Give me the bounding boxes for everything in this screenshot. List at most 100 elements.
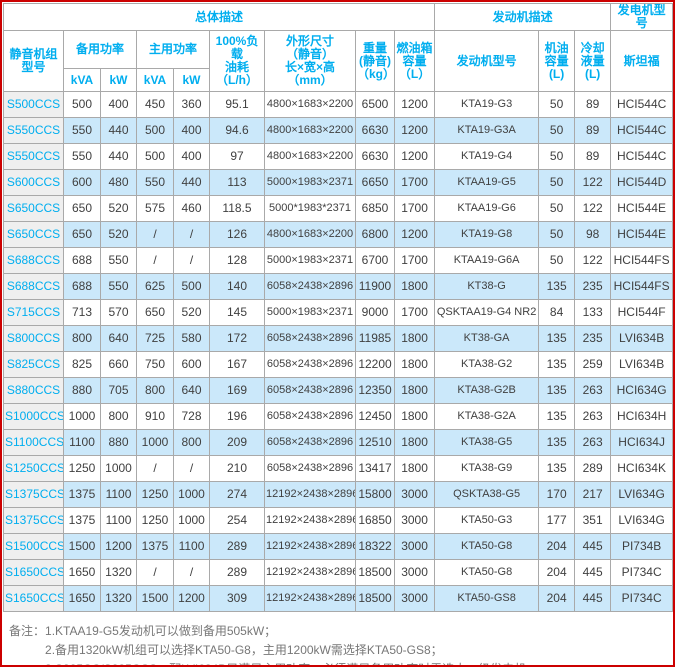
- model-link-cell[interactable]: S1375CCS: [3, 481, 64, 508]
- cell-standby_kw: 520: [100, 195, 137, 222]
- model-link-cell[interactable]: S880CCS: [3, 377, 64, 404]
- model-link-cell[interactable]: S1500CCS: [3, 533, 64, 560]
- cell-alternator: HCI544E: [610, 195, 673, 222]
- cell-weight: 6800: [355, 221, 395, 248]
- cell-standby_kw: 440: [100, 143, 137, 170]
- cell-prime_kw: 728: [173, 403, 210, 430]
- model-link-cell[interactable]: S800CCS: [3, 325, 64, 352]
- cell-standby_kva: 550: [63, 117, 101, 144]
- table-row: S550CCS 550 440 500 400 97 4800×1683×2200 6630 1…: [3, 143, 673, 170]
- cell-oil_capacity: 204: [538, 533, 576, 560]
- cell-prime_kw: 1100: [173, 533, 210, 560]
- model-link-cell[interactable]: S715CCS: [3, 299, 64, 326]
- cell-oil_capacity: 50: [538, 247, 576, 274]
- cell-weight: 18322: [355, 533, 395, 560]
- cell-oil_capacity: 50: [538, 117, 576, 144]
- cell-oil_capacity: 50: [538, 169, 576, 196]
- cell-fuel_consumption: 210: [209, 455, 265, 482]
- cell-fuel_consumption: 145: [209, 299, 265, 326]
- note-line: 3.S825CC/S825CCS，配LVI634B只满足主用功率，必须满足备用功…: [45, 660, 668, 665]
- cell-standby_kva: 650: [63, 221, 101, 248]
- cell-standby_kva: 600: [63, 169, 101, 196]
- model-link-cell[interactable]: S500CCS: [3, 91, 64, 118]
- cell-engine_model: KTA38-G2: [434, 351, 540, 378]
- cell-tank: 3000: [393, 481, 436, 508]
- cell-prime_kva: 450: [136, 91, 174, 118]
- cell-standby_kw: 800: [100, 403, 137, 430]
- cell-tank: 1800: [393, 325, 436, 352]
- model-link-cell[interactable]: S550CCS: [3, 117, 64, 144]
- cell-prime_kva: 575: [136, 195, 174, 222]
- cell-standby_kw: 550: [100, 273, 137, 300]
- cell-prime_kva: 1375: [136, 533, 174, 560]
- model-link-cell[interactable]: S1250CCS: [3, 455, 64, 482]
- cell-dimensions: 12192×2438×2896: [264, 533, 356, 560]
- cell-prime_kw: 1200: [173, 585, 210, 612]
- col-header-alternator-brand: 斯坦福: [610, 30, 673, 92]
- cell-engine_model: KTA50-G8: [434, 533, 540, 560]
- cell-tank: 1200: [393, 221, 436, 248]
- cell-engine_model: KTA19-G4: [434, 143, 540, 170]
- col-header-dimensions: 外形尺寸 （静音） 长×宽×高（mm）: [264, 30, 356, 92]
- model-link-cell[interactable]: S688CCS: [3, 273, 64, 300]
- cell-standby_kva: 1100: [63, 429, 101, 456]
- cell-prime_kva: /: [136, 247, 174, 274]
- cell-prime_kw: 800: [173, 429, 210, 456]
- cell-fuel_consumption: 94.6: [209, 117, 265, 144]
- cell-standby_kw: 660: [100, 351, 137, 378]
- table-row: S688CCS 688 550 625 500 140 6058×2438×2896 1190…: [3, 273, 673, 300]
- group-header-alternator: 发电机型号: [610, 3, 673, 31]
- model-link-cell[interactable]: S650CCS: [3, 195, 64, 222]
- cell-prime_kw: 600: [173, 351, 210, 378]
- cell-tank: 1200: [393, 143, 436, 170]
- cell-standby_kw: 1320: [100, 559, 137, 586]
- cell-prime_kva: 500: [136, 143, 174, 170]
- model-link-cell[interactable]: S1375CCS: [3, 507, 64, 534]
- cell-standby_kw: 1000: [100, 455, 137, 482]
- cell-alternator: LVI634G: [610, 507, 673, 534]
- cell-weight: 6500: [355, 91, 395, 118]
- cell-coolant_capacity: 445: [574, 533, 612, 560]
- table-row: S1650CCS 1650 1320//289 12192×2438×2896 1850…: [3, 559, 673, 586]
- cell-engine_model: KTA50-G8: [434, 559, 540, 586]
- cell-engine_model: KTA38-G5: [434, 429, 540, 456]
- cell-standby_kva: 650: [63, 195, 101, 222]
- cell-oil_capacity: 177: [538, 507, 576, 534]
- cell-tank: 1800: [393, 377, 436, 404]
- model-link-cell[interactable]: S1650CCS: [3, 585, 64, 612]
- model-link-cell[interactable]: S688CCS: [3, 247, 64, 274]
- cell-dimensions: 6058×2438×2896: [264, 325, 356, 352]
- cell-fuel_consumption: 172: [209, 325, 265, 352]
- model-link-cell[interactable]: S550CCS: [3, 143, 64, 170]
- note-line: 1.KTAA19-G5发动机可以做到备用505kW；: [45, 624, 277, 638]
- table-body: S500CCS 500 400 450 360 95.1 4800×1683×2200 650…: [3, 91, 673, 612]
- cell-standby_kva: 1650: [63, 585, 101, 612]
- cell-dimensions: 6058×2438×2896: [264, 273, 356, 300]
- model-link-cell[interactable]: S825CCS: [3, 351, 64, 378]
- cell-dimensions: 6058×2438×2896: [264, 377, 356, 404]
- cell-fuel_consumption: 289: [209, 559, 265, 586]
- model-link-cell[interactable]: S1000CCS: [3, 403, 64, 430]
- unit-standby-kw: kW: [100, 68, 137, 92]
- cell-engine_model: KTA19-G8: [434, 221, 540, 248]
- cell-prime_kw: 500: [173, 273, 210, 300]
- cell-weight: 13417: [355, 455, 395, 482]
- cell-prime_kva: 800: [136, 377, 174, 404]
- header-group-row: 总体描述 发动机描述 发电机型号: [2, 3, 673, 31]
- cell-alternator: HCI544E: [610, 221, 673, 248]
- model-link-cell[interactable]: S650CCS: [3, 221, 64, 248]
- cell-weight: 11900: [355, 273, 395, 300]
- cell-fuel_consumption: 128: [209, 247, 265, 274]
- cell-fuel_consumption: 209: [209, 429, 265, 456]
- cell-engine_model: KTA19-G3: [434, 91, 540, 118]
- cell-fuel_consumption: 254: [209, 507, 265, 534]
- cell-coolant_capacity: 122: [574, 247, 612, 274]
- cell-coolant_capacity: 263: [574, 377, 612, 404]
- model-link-cell[interactable]: S600CCS: [3, 169, 64, 196]
- cell-coolant_capacity: 89: [574, 91, 612, 118]
- model-link-cell[interactable]: S1100CCS: [3, 429, 64, 456]
- footnotes-label: 备注：: [9, 624, 46, 638]
- cell-tank: 3000: [393, 533, 436, 560]
- cell-standby_kva: 1250: [63, 455, 101, 482]
- model-link-cell[interactable]: S1650CCS: [3, 559, 64, 586]
